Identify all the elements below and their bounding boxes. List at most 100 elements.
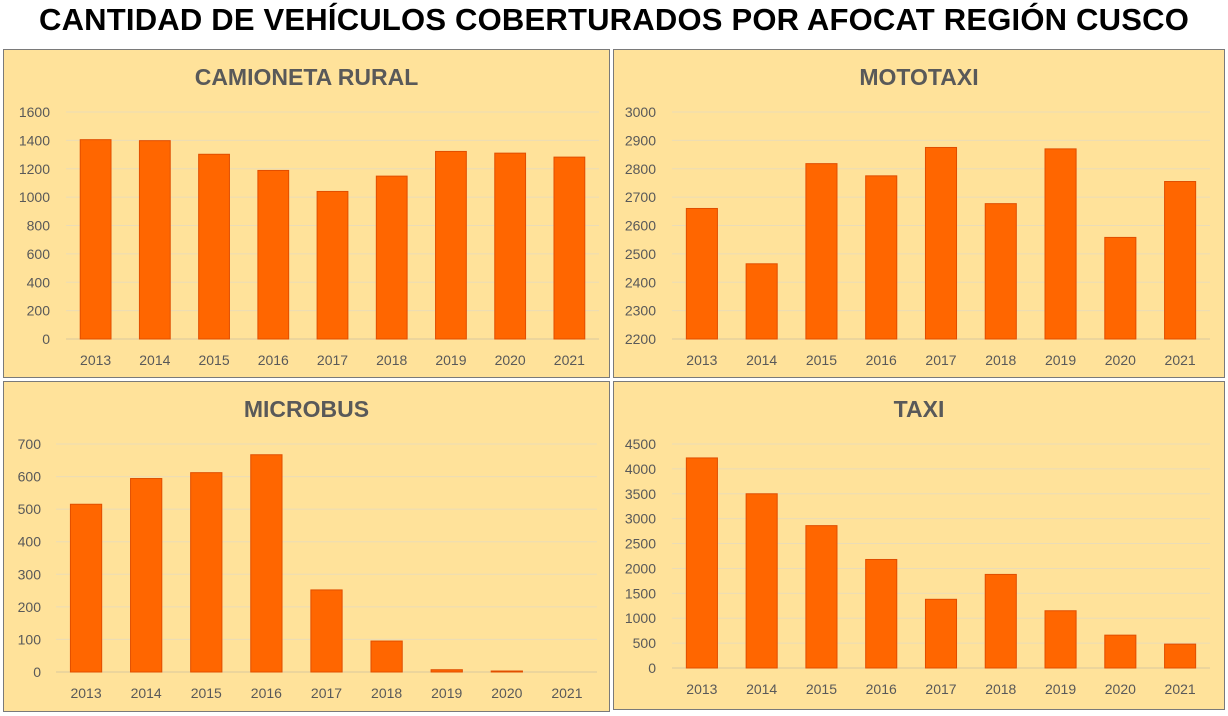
page-title: CANTIDAD DE VEHÍCULOS COBERTURADOS POR A… — [38, 2, 1190, 37]
y-tick-label: 400 — [18, 534, 42, 550]
bar-2021 — [553, 156, 586, 340]
x-tick-label: 2019 — [1045, 352, 1076, 368]
y-tick-label: 4500 — [625, 436, 656, 452]
x-tick-label: 2021 — [554, 352, 585, 368]
x-tick-label: 2014 — [746, 352, 777, 368]
bar-chart-svg: 2200 2300 2400 2500 2600 2700 2800 2900 3000 2013… — [625, 104, 1210, 368]
bar-2013 — [79, 139, 112, 340]
bar-2014 — [745, 493, 778, 669]
y-tick-label: 1000 — [625, 610, 656, 626]
bar-2018 — [370, 640, 403, 673]
bar-2016 — [257, 169, 290, 340]
x-tick-label: 2017 — [925, 681, 956, 697]
y-tick-label: 1400 — [19, 132, 50, 148]
y-tick-label: 1500 — [625, 585, 656, 601]
y-tick-label: 100 — [18, 631, 42, 647]
bar-2016 — [865, 558, 898, 669]
bar-2020 — [1104, 634, 1137, 669]
y-tick-label: 0 — [42, 331, 50, 347]
x-tick-label: 2018 — [985, 352, 1016, 368]
y-tick-label: 800 — [27, 218, 51, 234]
y-tick-label: 700 — [18, 436, 42, 452]
x-tick-label: 2019 — [435, 352, 466, 368]
bar-chart-svg: 0 500 1000 1500 2000 2500 3000 3500 4000 4500 2013… — [625, 436, 1210, 697]
x-tick-label: 2021 — [551, 685, 582, 701]
bar-chart-svg: 0 200 400 600 800 1000 1200 1400 1600 2013 2014 201… — [19, 104, 599, 368]
x-tick-label: 2014 — [131, 685, 162, 701]
bar-2015 — [198, 153, 230, 340]
bar-2019 — [1044, 610, 1077, 669]
x-tick-label: 2013 — [70, 685, 101, 701]
bar-2019 — [430, 669, 463, 673]
x-tick-label: 2015 — [806, 681, 837, 697]
chart-panel-taxi: TAXI 0 500 1000 1500 2000 2500 3000 3500 4000 450… — [613, 381, 1225, 710]
bar-2014 — [138, 140, 171, 340]
y-tick-label: 600 — [27, 246, 51, 262]
chart-panel-microbus: MICROBUS 0 100 200 300 400 500 600 700 2013 2014 2… — [3, 381, 610, 712]
bar-2020 — [494, 152, 527, 340]
y-tick-label: 500 — [18, 501, 42, 517]
x-tick-label: 2016 — [866, 681, 897, 697]
bar-2015 — [805, 163, 838, 340]
bar-2014 — [745, 263, 778, 340]
x-tick-label: 2018 — [371, 685, 402, 701]
y-tick-label: 3000 — [625, 511, 656, 527]
y-tick-label: 300 — [18, 566, 42, 582]
bar-chart-svg: 0 100 200 300 400 500 600 700 2013 2014 2015 2016 20… — [18, 436, 597, 701]
x-tick-label: 2014 — [139, 352, 170, 368]
x-tick-label: 2021 — [1165, 681, 1196, 697]
x-tick-label: 2015 — [191, 685, 222, 701]
x-tick-label: 2020 — [495, 352, 526, 368]
x-tick-label: 2017 — [311, 685, 342, 701]
x-tick-label: 2014 — [746, 681, 777, 697]
y-tick-label: 2700 — [625, 189, 656, 205]
bar-2017 — [316, 190, 349, 340]
x-tick-label: 2018 — [376, 352, 407, 368]
chart-title: CAMIONETA RURAL — [194, 64, 419, 90]
chart-title: TAXI — [893, 396, 945, 422]
y-tick-label: 1600 — [19, 104, 50, 120]
bar-2021 — [1164, 181, 1197, 340]
y-tick-label: 3000 — [625, 104, 656, 120]
chart-panel-mototaxi: MOTOTAXI 2200 2300 2400 2500 2600 2700 2800 290… — [613, 49, 1225, 378]
x-tick-label: 2013 — [686, 681, 717, 697]
x-tick-label: 2017 — [925, 352, 956, 368]
chart-title: MICROBUS — [243, 396, 370, 422]
y-tick-label: 400 — [27, 274, 51, 290]
y-tick-label: 1000 — [19, 189, 50, 205]
y-tick-label: 1200 — [19, 161, 50, 177]
y-tick-label: 4000 — [625, 461, 656, 477]
y-tick-label: 2600 — [625, 218, 656, 234]
bar-2017 — [924, 598, 958, 669]
x-tick-label: 2013 — [686, 352, 717, 368]
bar-2020 — [490, 670, 523, 673]
bar-2019 — [435, 150, 467, 340]
y-tick-label: 2500 — [625, 536, 656, 552]
x-tick-label: 2013 — [80, 352, 111, 368]
y-tick-label: 2800 — [625, 161, 656, 177]
x-tick-label: 2020 — [491, 685, 522, 701]
bar-2017 — [310, 589, 343, 673]
x-tick-label: 2016 — [258, 352, 289, 368]
bar-2019 — [1044, 148, 1077, 340]
x-tick-label: 2018 — [985, 681, 1016, 697]
y-tick-label: 0 — [648, 660, 656, 676]
bar-2016 — [250, 454, 283, 673]
bar-2017 — [924, 146, 958, 340]
chart-title: MOTOTAXI — [859, 64, 979, 90]
x-tick-label: 2019 — [431, 685, 462, 701]
x-tick-label: 2017 — [317, 352, 348, 368]
y-tick-label: 3500 — [625, 486, 656, 502]
y-tick-label: 2000 — [625, 560, 656, 576]
bar-2015 — [190, 472, 223, 673]
y-tick-label: 200 — [18, 599, 42, 615]
y-tick-label: 0 — [33, 664, 41, 680]
x-tick-label: 2015 — [806, 352, 837, 368]
y-tick-label: 500 — [633, 635, 657, 651]
y-tick-label: 2300 — [625, 303, 656, 319]
bar-2018 — [984, 203, 1017, 340]
bar-2018 — [375, 175, 408, 340]
bar-2021 — [1164, 643, 1197, 669]
x-tick-label: 2016 — [251, 685, 282, 701]
y-tick-label: 200 — [27, 303, 51, 319]
